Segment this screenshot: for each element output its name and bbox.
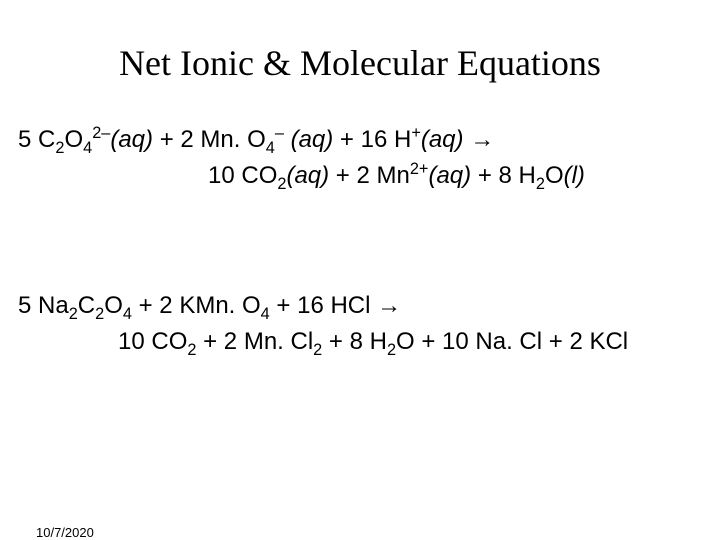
text: + 2 Mn. Cl — [196, 328, 313, 355]
superscript: 2+ — [410, 160, 429, 178]
text: C — [78, 292, 95, 319]
phase: (aq) — [286, 162, 329, 189]
phase: (aq) — [421, 126, 464, 153]
text: + 2 Mn. O — [153, 126, 266, 153]
text: O — [104, 292, 123, 319]
phase: (l) — [564, 162, 585, 189]
text: + 2 Mn — [329, 162, 410, 189]
ionic-products: 10 CO2(aq) + 2 Mn2+(aq) + 8 H2O(l) — [208, 158, 720, 194]
subscript: 4 — [83, 139, 92, 157]
text: 10 CO — [118, 328, 187, 355]
superscript: 2– — [92, 124, 110, 142]
molecular-products: 10 CO2 + 2 Mn. Cl2 + 8 H2O + 10 Na. Cl +… — [118, 324, 720, 360]
ionic-reactants: 5 C2O42–(aq) + 2 Mn. O4– (aq) + 16 H+(aq… — [18, 122, 720, 158]
reaction-arrow-icon: → — [377, 292, 401, 319]
subscript: 2 — [313, 341, 322, 359]
text: + 8 H — [471, 162, 536, 189]
subscript: 2 — [69, 305, 78, 323]
phase: (aq) — [428, 162, 471, 189]
subscript: 2 — [95, 305, 104, 323]
text: O + 10 Na. Cl + 2 KCl — [396, 328, 628, 355]
text: O — [64, 126, 83, 153]
text: O — [545, 162, 564, 189]
subscript: 4 — [123, 305, 132, 323]
slide-title: Net Ionic & Molecular Equations — [0, 42, 720, 84]
text: + 8 H — [322, 328, 387, 355]
superscript: + — [411, 124, 421, 142]
slide-date: 10/7/2020 — [36, 525, 94, 540]
text: 10 CO — [208, 162, 277, 189]
phase: (aq) — [110, 126, 153, 153]
subscript: 2 — [387, 341, 396, 359]
superscript: – — [275, 124, 284, 142]
text: + 2 KMn. O — [132, 292, 261, 319]
text: 5 C — [18, 126, 55, 153]
reaction-arrow-icon: → — [464, 126, 495, 153]
subscript: 2 — [536, 175, 545, 193]
text — [284, 126, 291, 153]
molecular-equation: 5 Na2C2O4 + 2 KMn. O4 + 16 HCl → 10 CO2 … — [18, 288, 720, 360]
phase: (aq) — [291, 126, 334, 153]
text: + 16 HCl — [270, 292, 377, 319]
subscript: 4 — [261, 305, 270, 323]
net-ionic-equation: 5 C2O42–(aq) + 2 Mn. O4– (aq) + 16 H+(aq… — [18, 122, 720, 194]
molecular-reactants: 5 Na2C2O4 + 2 KMn. O4 + 16 HCl → — [18, 288, 720, 324]
subscript: 4 — [266, 139, 275, 157]
text: + 16 H — [333, 126, 411, 153]
text: 5 Na — [18, 292, 69, 319]
